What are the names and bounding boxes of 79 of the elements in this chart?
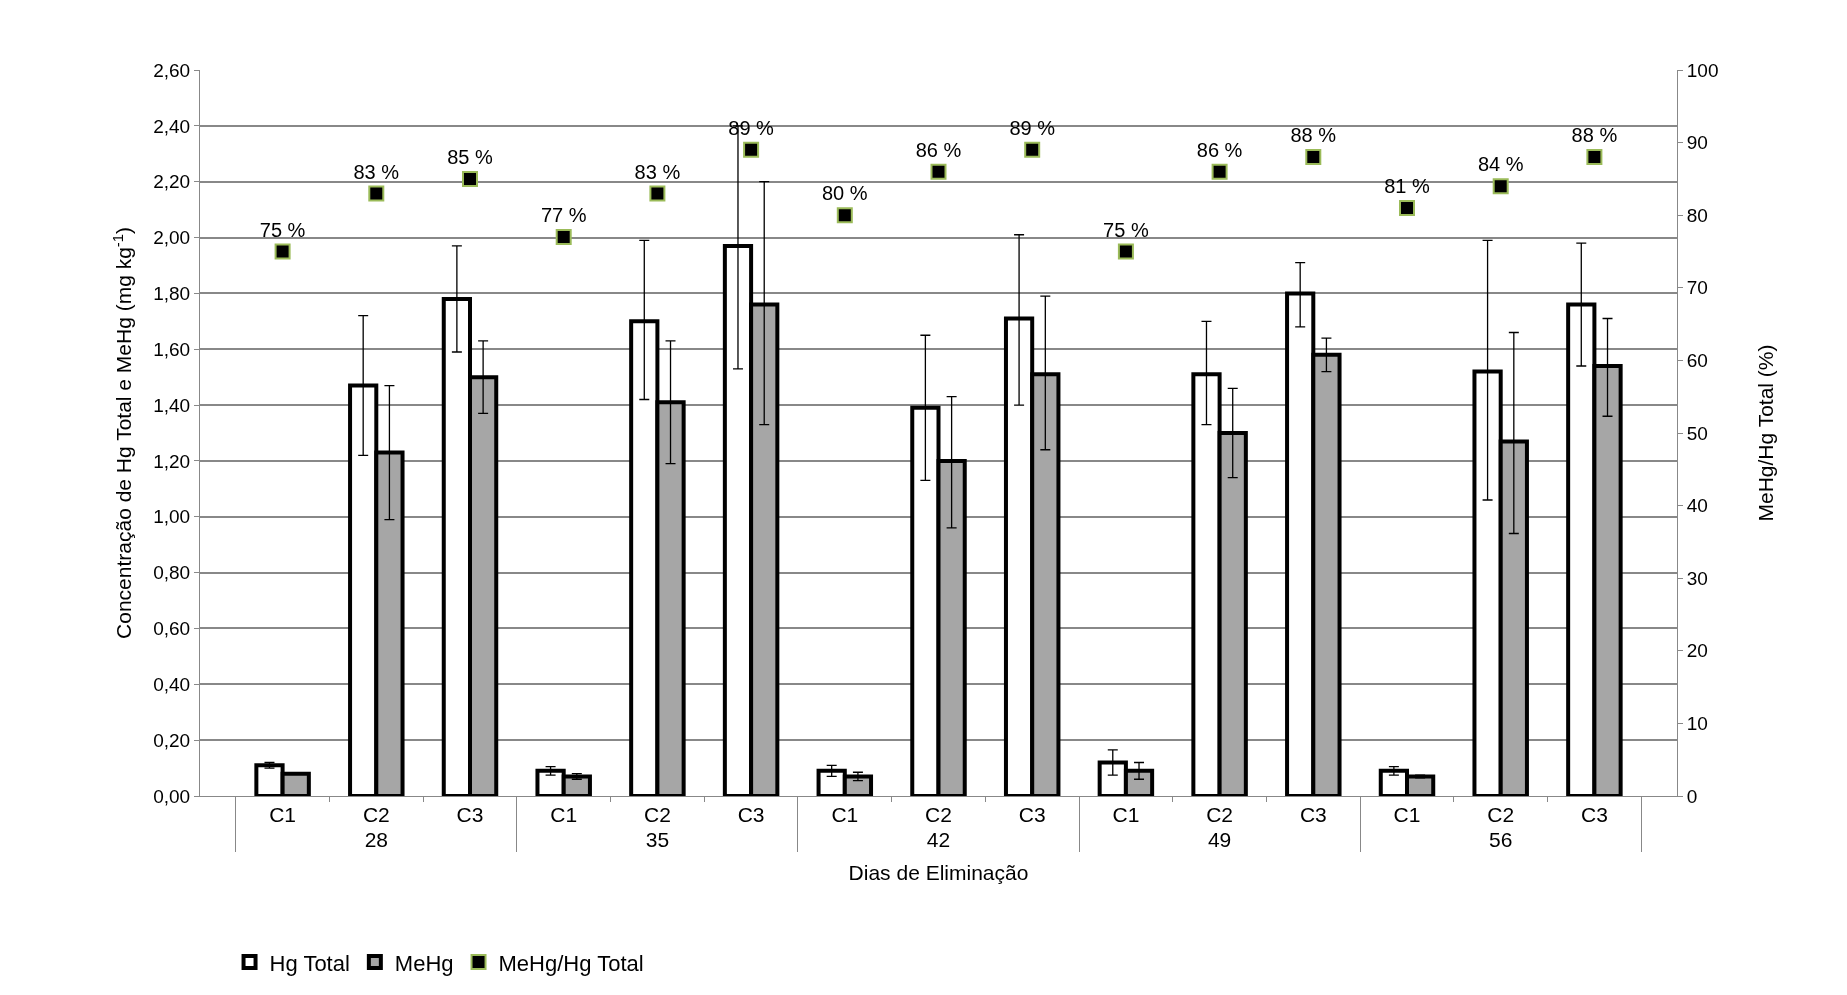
legend-label: MeHg — [394, 950, 454, 976]
point — [462, 170, 478, 187]
y-tick-label: 1,80 — [153, 283, 191, 305]
data-label: 86 % — [1196, 138, 1243, 161]
y2-axis-title: MeHg/Hg Total (%) — [1753, 344, 1777, 522]
x-tick-label: C2 — [925, 803, 952, 827]
x-tick-label: C3 — [456, 803, 484, 827]
y2-tick-label: 80 — [1686, 204, 1708, 226]
data-label: 85 % — [447, 146, 494, 169]
point — [743, 141, 760, 158]
y-tick-label: 2,40 — [153, 115, 191, 137]
y-tick-label: 0,60 — [153, 618, 191, 640]
data-label: 81 % — [1384, 175, 1431, 198]
y-tick-label: 1,60 — [153, 338, 191, 360]
y-tick-label: 2,60 — [153, 59, 191, 81]
data-label: 86 % — [915, 138, 962, 161]
point — [368, 185, 385, 202]
point — [1492, 178, 1509, 195]
y2-tick-label: 90 — [1686, 132, 1708, 154]
x-tick-label: C1 — [269, 803, 297, 827]
point — [930, 163, 947, 180]
text: 35 — [645, 828, 670, 852]
y-tick-label: 0,20 — [153, 729, 191, 751]
text: 42 — [926, 828, 951, 852]
y2-tick-label: 70 — [1686, 277, 1708, 299]
x-tick-label: C3 — [1018, 803, 1046, 827]
x-tick-label: C2 — [362, 803, 390, 827]
y2-tick-label: 0 — [1686, 785, 1698, 807]
data-label: 88 % — [1571, 124, 1618, 147]
x-tick-label: C1 — [831, 803, 859, 827]
y-tick-label: 2,00 — [153, 227, 191, 249]
point — [1117, 243, 1134, 260]
y2-tick-label: 100 — [1686, 59, 1719, 81]
text: 56 — [1489, 828, 1513, 852]
x-tick-label: C1 — [1393, 803, 1421, 827]
point — [836, 207, 853, 224]
legend-label: MeHg/Hg Total — [498, 950, 644, 976]
x-tick-label: C3 — [737, 803, 765, 827]
y-tick-label: 1,40 — [153, 394, 191, 416]
data-label: 89 % — [1009, 117, 1056, 140]
data-label: 75 % — [259, 218, 306, 241]
point — [1211, 163, 1228, 180]
text: 28 — [364, 828, 388, 852]
data-label: 80 % — [822, 182, 868, 205]
x-tick-label: C2 — [1206, 803, 1234, 827]
y2-tick-label: 20 — [1686, 640, 1708, 662]
y-tick-label: 0,80 — [153, 562, 191, 584]
y-tick-label: 0,00 — [153, 785, 191, 807]
y-tick-label: 0,40 — [153, 673, 191, 695]
point — [1305, 149, 1322, 166]
y2-tick-label: 10 — [1686, 713, 1708, 735]
data-label: 83 % — [353, 160, 400, 183]
x-tick-label: C3 — [1299, 803, 1327, 827]
legend-label: Hg Total — [269, 950, 350, 976]
y-tick-label: 2,20 — [153, 171, 191, 193]
y-tick-label: 1,20 — [153, 450, 191, 472]
text: 49 — [1207, 828, 1232, 852]
point — [555, 228, 572, 245]
y-tick-label: 1,00 — [153, 506, 191, 528]
y2-tick-label: 50 — [1686, 422, 1708, 444]
data-label: 84 % — [1477, 153, 1524, 176]
point — [649, 185, 666, 202]
x-tick-label: C3 — [1580, 803, 1608, 827]
x-axis-title: Dias de Eliminação — [848, 861, 1029, 885]
data-label: 83 % — [634, 160, 681, 183]
point — [1586, 149, 1603, 166]
data-label: 77 % — [540, 204, 587, 227]
x-tick-label: C1 — [550, 803, 578, 827]
point — [274, 243, 291, 260]
data-label: 75 % — [1103, 218, 1149, 241]
point — [1399, 199, 1415, 216]
x-tick-label: C2 — [643, 803, 671, 827]
x-tick-label: C1 — [1112, 803, 1140, 827]
x-tick-label: C2 — [1487, 803, 1515, 827]
y2-tick-label: 30 — [1686, 567, 1708, 589]
y2-tick-label: 40 — [1686, 495, 1708, 517]
data-label: 88 % — [1290, 124, 1337, 147]
y2-tick-label: 60 — [1686, 350, 1708, 372]
point — [1024, 141, 1041, 158]
